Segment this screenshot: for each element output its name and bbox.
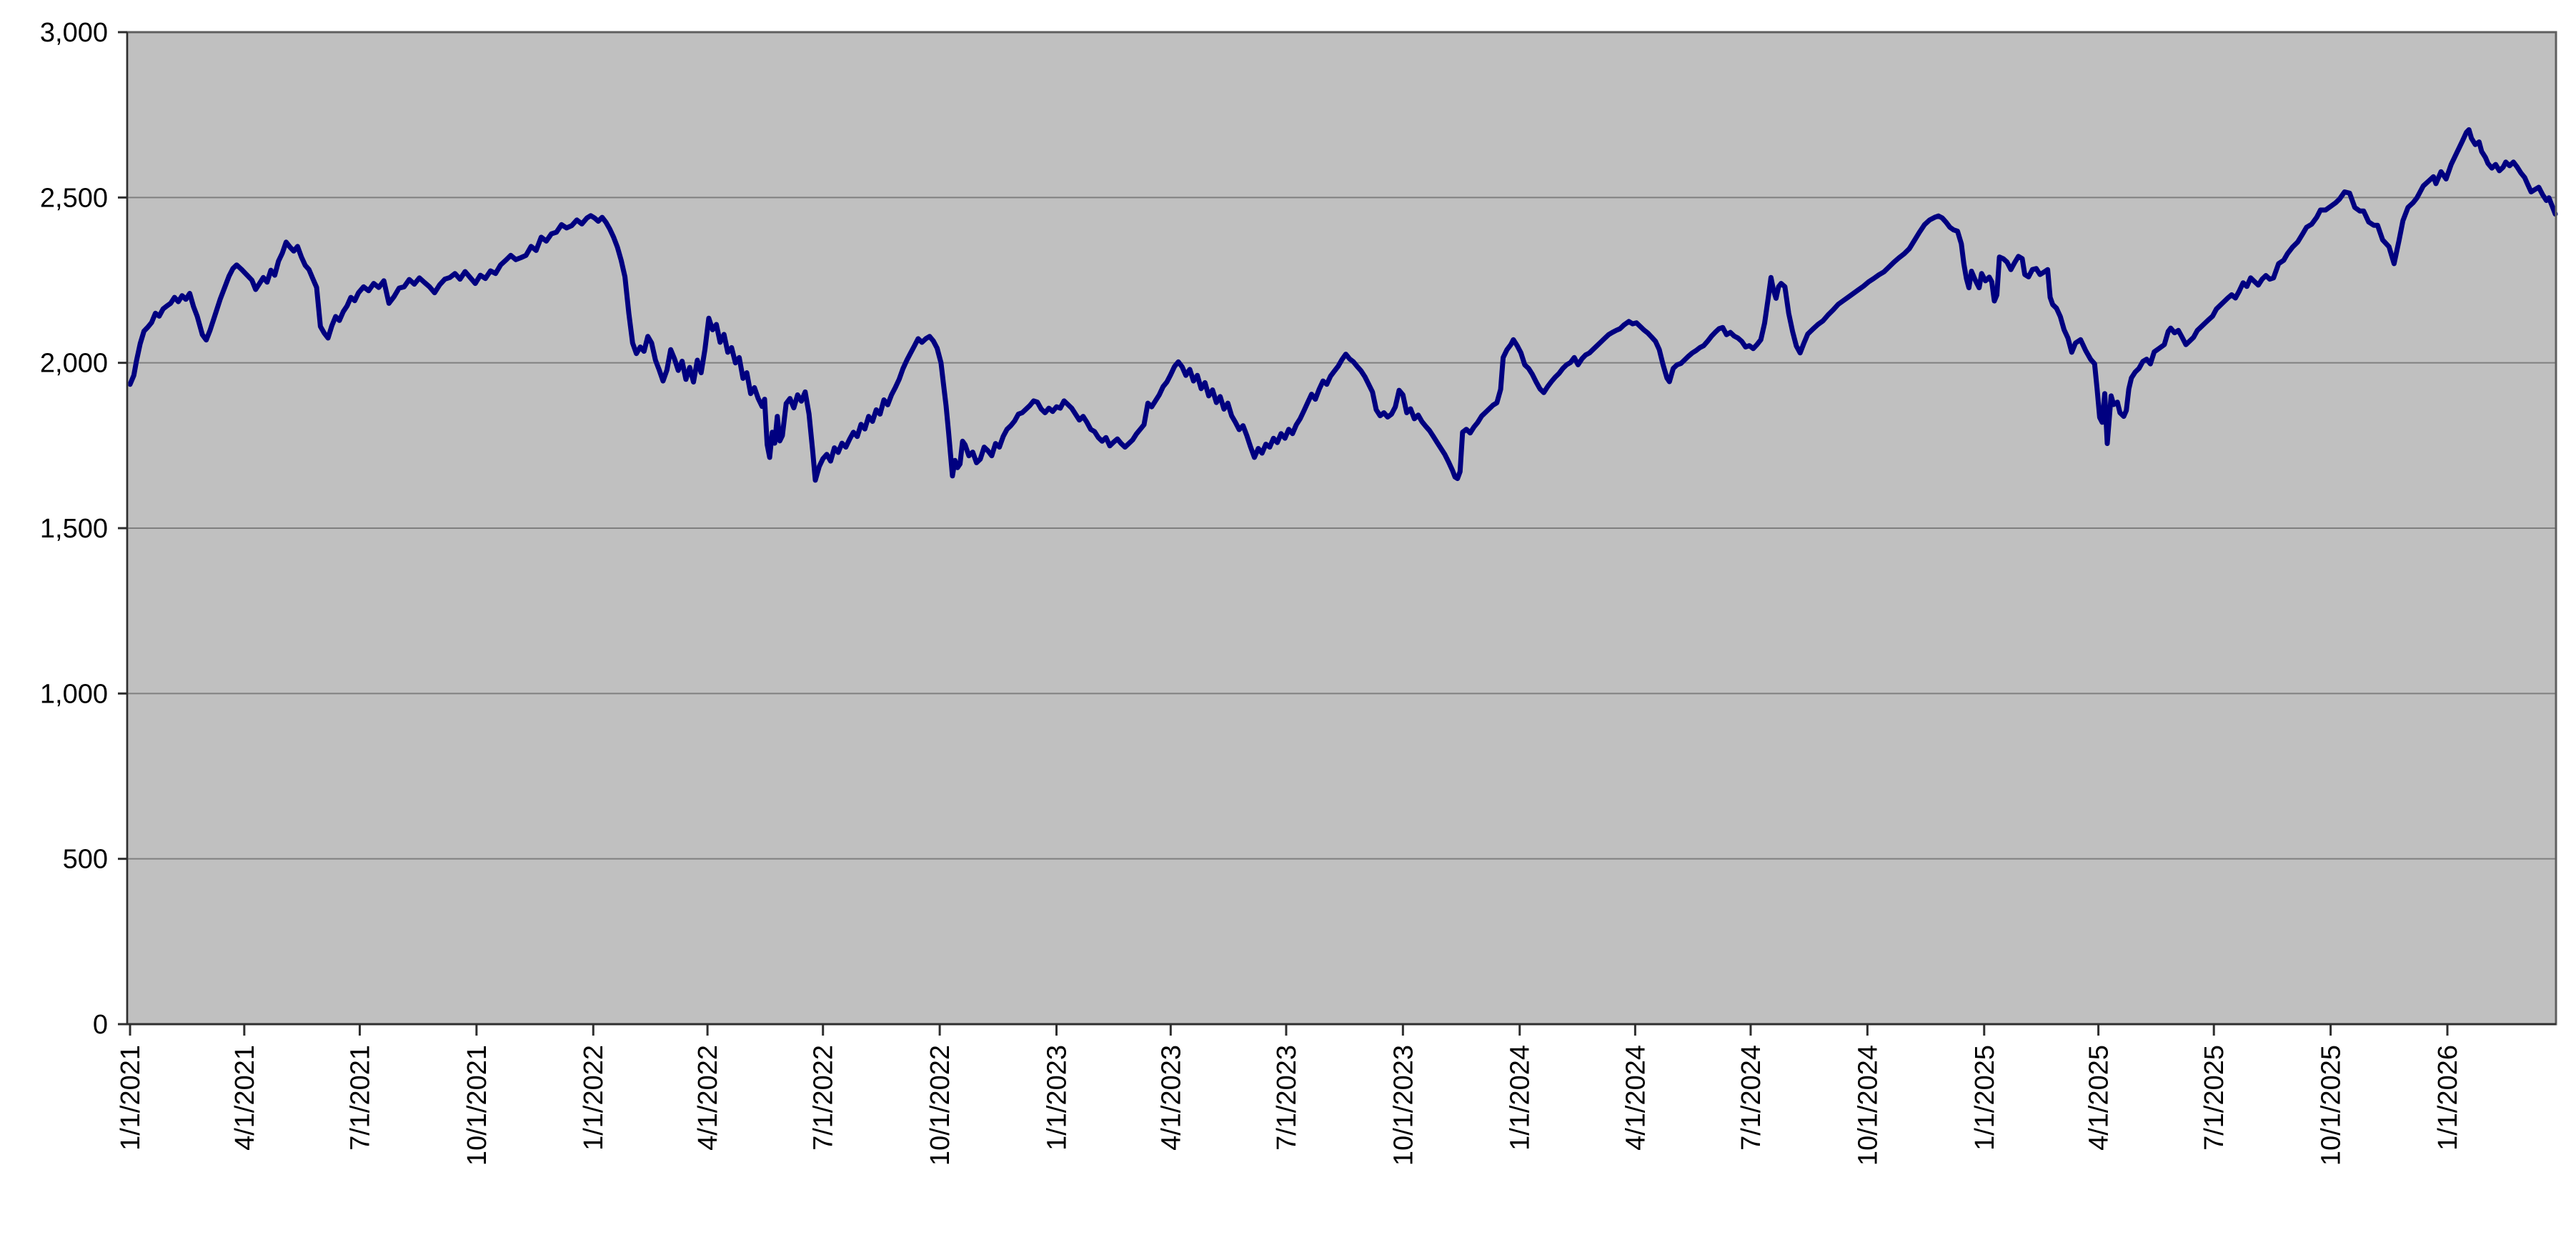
x-axis-label: 10/1/2024 — [1853, 1045, 1883, 1166]
x-axis-label: 4/1/2025 — [2084, 1045, 2114, 1151]
x-axis-label: 1/1/2024 — [1506, 1045, 1536, 1151]
x-axis-label: 1/1/2023 — [1042, 1045, 1072, 1151]
x-axis-label: 10/1/2021 — [462, 1045, 492, 1166]
x-axis-label: 4/1/2024 — [1621, 1045, 1651, 1151]
x-axis-label: 1/1/2026 — [2433, 1045, 2463, 1151]
series-line — [127, 127, 2558, 483]
x-axis-label: 7/1/2024 — [1736, 1045, 1766, 1151]
y-axis-label: 1,000 — [40, 679, 108, 709]
x-axis-label: 7/1/2021 — [345, 1045, 375, 1151]
x-axis-label: 7/1/2025 — [2199, 1045, 2229, 1151]
x-axis-label: 4/1/2023 — [1156, 1045, 1186, 1151]
y-axis-label: 2,000 — [40, 349, 108, 379]
y-axis-label: 0 — [93, 1010, 108, 1040]
y-axis-label: 3,000 — [40, 18, 108, 48]
x-axis-label: 10/1/2025 — [2317, 1045, 2347, 1166]
x-axis-label: 4/1/2021 — [230, 1045, 260, 1151]
y-axis-label: 2,500 — [40, 183, 108, 213]
axis-layer — [118, 31, 2556, 1036]
x-axis-label: 1/1/2025 — [1970, 1045, 2000, 1151]
x-axis-label: 7/1/2022 — [809, 1045, 839, 1151]
axis-label-layer: 0 500 1,000 1,500 2,000 2,500 3,000 1/1/2021 4/1… — [40, 18, 2463, 1166]
series-layer — [127, 127, 2558, 483]
x-axis-label: 7/1/2023 — [1272, 1045, 1302, 1151]
x-axis-label: 10/1/2022 — [925, 1045, 955, 1166]
y-axis-label: 500 — [63, 845, 108, 875]
x-axis-label: 1/1/2022 — [579, 1045, 609, 1151]
x-axis-label: 4/1/2022 — [693, 1045, 723, 1151]
x-axis-label: 1/1/2021 — [116, 1045, 146, 1151]
x-axis-label: 10/1/2023 — [1388, 1045, 1418, 1166]
y-axis-label: 1,500 — [40, 514, 108, 544]
